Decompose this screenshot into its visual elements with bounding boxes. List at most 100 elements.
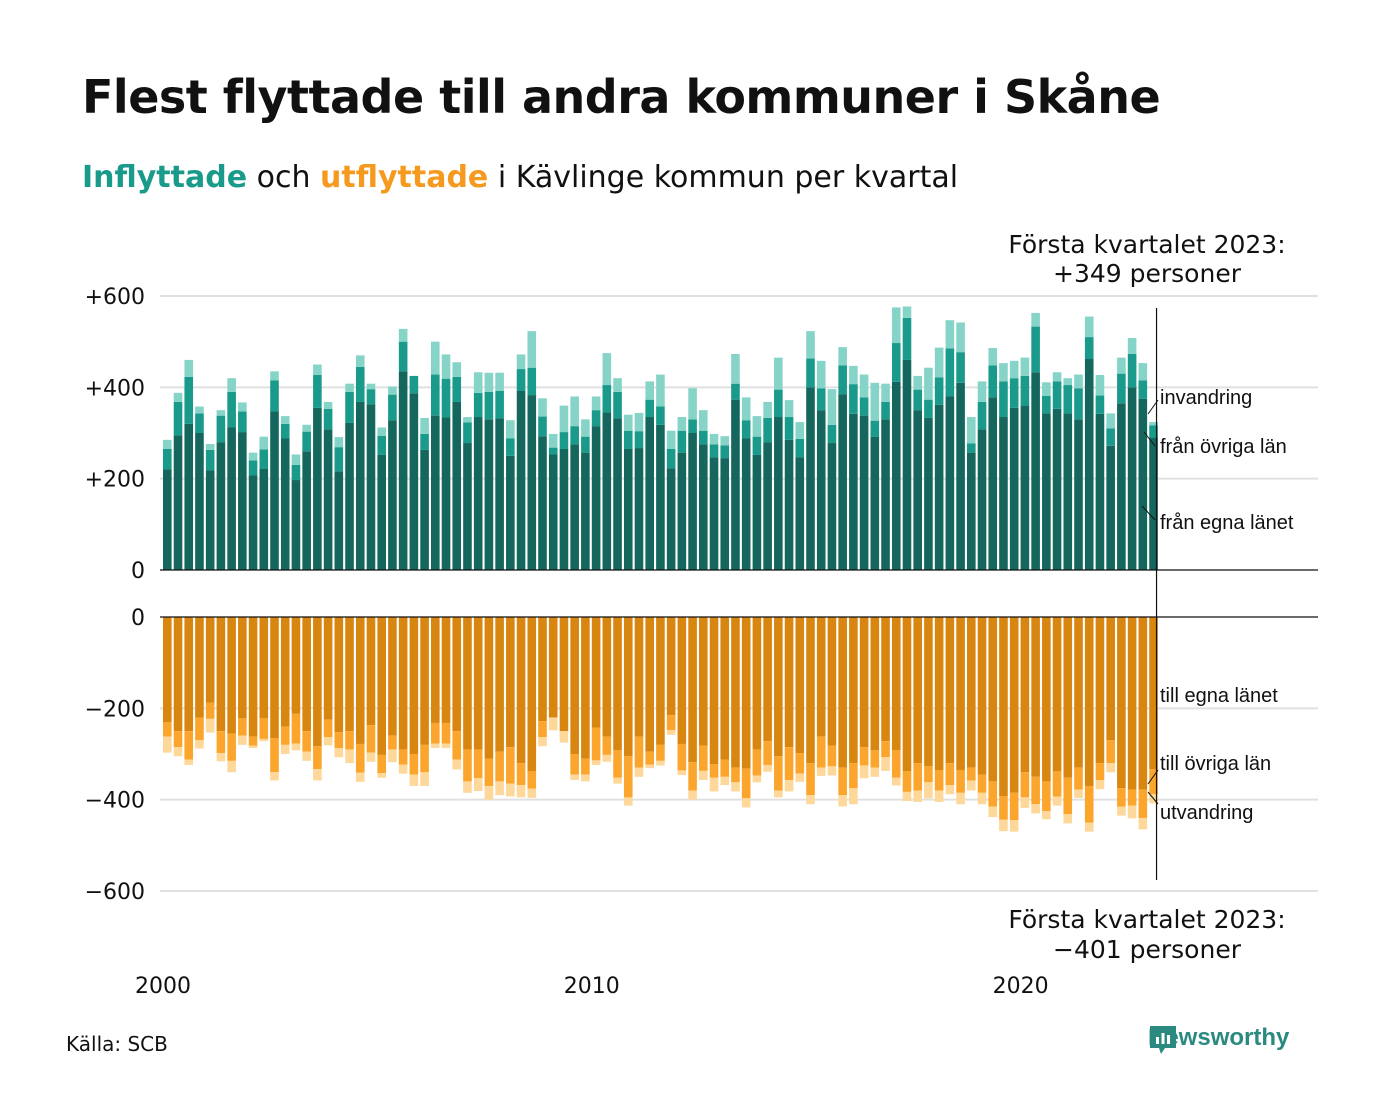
bar-outflow-ovriga [784,747,794,781]
bar-outflow-ovriga [302,731,311,752]
bar-inflow-egna [302,451,311,570]
bar-inflow-invandring [999,363,1008,382]
bar-outflow-utvandring [613,777,622,784]
bar-outflow-ovriga [195,717,204,741]
bar-outflow-ovriga [227,733,236,761]
bar-inflow-ovriga [377,435,386,455]
bar-outflow-utvandring [731,782,740,792]
bar-outflow-egna [977,617,987,775]
bar-inflow-ovriga [238,411,247,433]
y-tick-label: +400 [85,376,145,401]
bar-inflow-invandring [1031,312,1040,327]
bar-inflow-invandring [1095,375,1105,396]
bar-inflow-invandring [1084,316,1094,338]
bar-outflow-egna [849,617,858,764]
bar-outflow-ovriga [1052,771,1062,797]
bar-inflow-egna [184,423,194,570]
bar-inflow-ovriga [1127,353,1137,388]
bar-outflow-ovriga [774,756,783,791]
annotation-top-line1: Första kvartalet 2023: [1008,230,1285,259]
bar-inflow-egna [516,390,526,570]
bar-outflow-egna [1106,617,1115,741]
bar-outflow-ovriga [634,736,644,768]
bar-inflow-ovriga [463,422,472,444]
bar-inflow-ovriga [313,375,322,408]
bar-inflow-invandring [634,412,644,432]
bar-inflow-invandring [227,378,236,392]
bar-outflow-utvandring [838,795,847,807]
bar-inflow-ovriga [1052,381,1062,409]
bar-outflow-egna [431,617,440,723]
bar-inflow-ovriga [334,447,344,472]
bar-outflow-ovriga [677,743,687,771]
bar-inflow-invandring [763,401,772,418]
bar-outflow-utvandring [388,749,397,763]
bar-outflow-egna [581,617,590,759]
bar-outflow-ovriga [591,727,601,761]
bar-inflow-invandring [613,378,622,392]
bar-inflow-invandring [924,367,933,400]
bar-outflow-utvandring [870,767,880,777]
bar-inflow-egna [1095,413,1105,570]
bar-outflow-ovriga [431,722,440,744]
bar-outflow-utvandring [313,769,322,781]
bar-outflow-utvandring [291,743,301,751]
bar-inflow-ovriga [731,383,740,400]
bar-outflow-egna [591,617,601,728]
bar-outflow-utvandring [270,772,279,781]
bar-outflow-ovriga [420,744,429,773]
bar-inflow-egna [1117,403,1126,570]
bar-outflow-egna [495,617,504,752]
bar-inflow-ovriga [1149,425,1158,438]
bar-inflow-egna [163,469,172,570]
bar-outflow-egna [1074,617,1083,768]
bar-outflow-utvandring [591,760,601,765]
bar-inflow-egna [816,410,826,570]
series-label-inflow: från egna länet [1160,512,1294,534]
bar-outflow-ovriga [1074,767,1083,790]
bar-outflow-egna [548,617,558,718]
bar-outflow-ovriga [913,763,922,791]
bar-outflow-ovriga [527,771,537,789]
bar-inflow-invandring [302,424,311,432]
bar-inflow-invandring [270,371,279,381]
bar-inflow-ovriga [570,426,579,445]
bar-outflow-utvandring [913,790,922,802]
bar-inflow-invandring [1063,378,1073,386]
bar-outflow-egna [1063,617,1073,778]
bar-outflow-ovriga [1095,763,1105,781]
bar-inflow-egna [377,454,386,570]
bar-inflow-invandring [559,405,569,433]
series-label-outflow: till övriga län [1160,753,1271,775]
chart-title: Flest flyttade till andra kommuner i Skå… [82,70,1161,124]
bar-inflow-egna [924,417,933,570]
bar-outflow-egna [559,617,569,732]
bar-outflow-utvandring [527,788,537,798]
label-leader-line [1147,791,1159,805]
bar-inflow-invandring [913,375,922,390]
bar-inflow-egna [988,397,998,570]
bar-outflow-egna [688,617,697,763]
bar-outflow-ovriga [891,750,901,778]
bar-inflow-egna [173,435,183,570]
bar-outflow-utvandring [816,767,826,776]
bar-outflow-egna [784,617,794,748]
bar-outflow-egna [570,617,579,754]
bar-inflow-egna [613,418,622,570]
bar-outflow-egna [506,617,515,748]
bar-outflow-ovriga [881,741,890,758]
bar-inflow-egna [323,429,333,570]
bar-outflow-ovriga [849,763,858,789]
bar-outflow-ovriga [688,762,697,791]
bar-inflow-invandring [366,383,376,390]
bar-outflow-ovriga [581,758,590,775]
bar-outflow-utvandring [1074,789,1083,798]
bar-inflow-invandring [313,364,322,376]
bar-outflow-utvandring [227,760,236,773]
bar-outflow-egna [999,617,1008,797]
bar-outflow-egna [881,617,890,742]
bar-outflow-utvandring [205,718,215,733]
bar-outflow-egna [838,617,847,768]
chart-subtitle: Inflyttade och utflyttade i Kävlinge kom… [82,160,958,195]
bar-outflow-utvandring [1020,797,1030,808]
